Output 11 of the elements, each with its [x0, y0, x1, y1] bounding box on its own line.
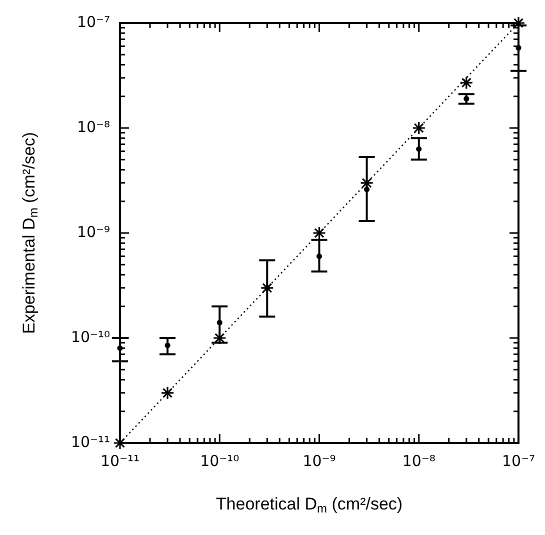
x-tick-label: 10⁻⁷	[502, 452, 536, 470]
y-tick-label: 10⁻⁷	[76, 12, 110, 31]
x-tick-label: 10⁻⁹	[302, 452, 336, 470]
x-tick-label: 10⁻¹¹	[100, 452, 140, 470]
y-tick-label: 10⁻⁹	[76, 222, 110, 241]
y-axis-title: Experimental Dm (cm²/sec)	[20, 132, 40, 334]
x-tick-label: 10⁻⁸	[402, 452, 436, 470]
y-tick-label: 10⁻¹⁰	[70, 328, 110, 346]
y-tick-label: 10⁻⁸	[76, 118, 110, 136]
y-tick-label: 10⁻¹¹	[70, 432, 110, 451]
x-tick-label: 10⁻¹⁰	[200, 452, 240, 470]
